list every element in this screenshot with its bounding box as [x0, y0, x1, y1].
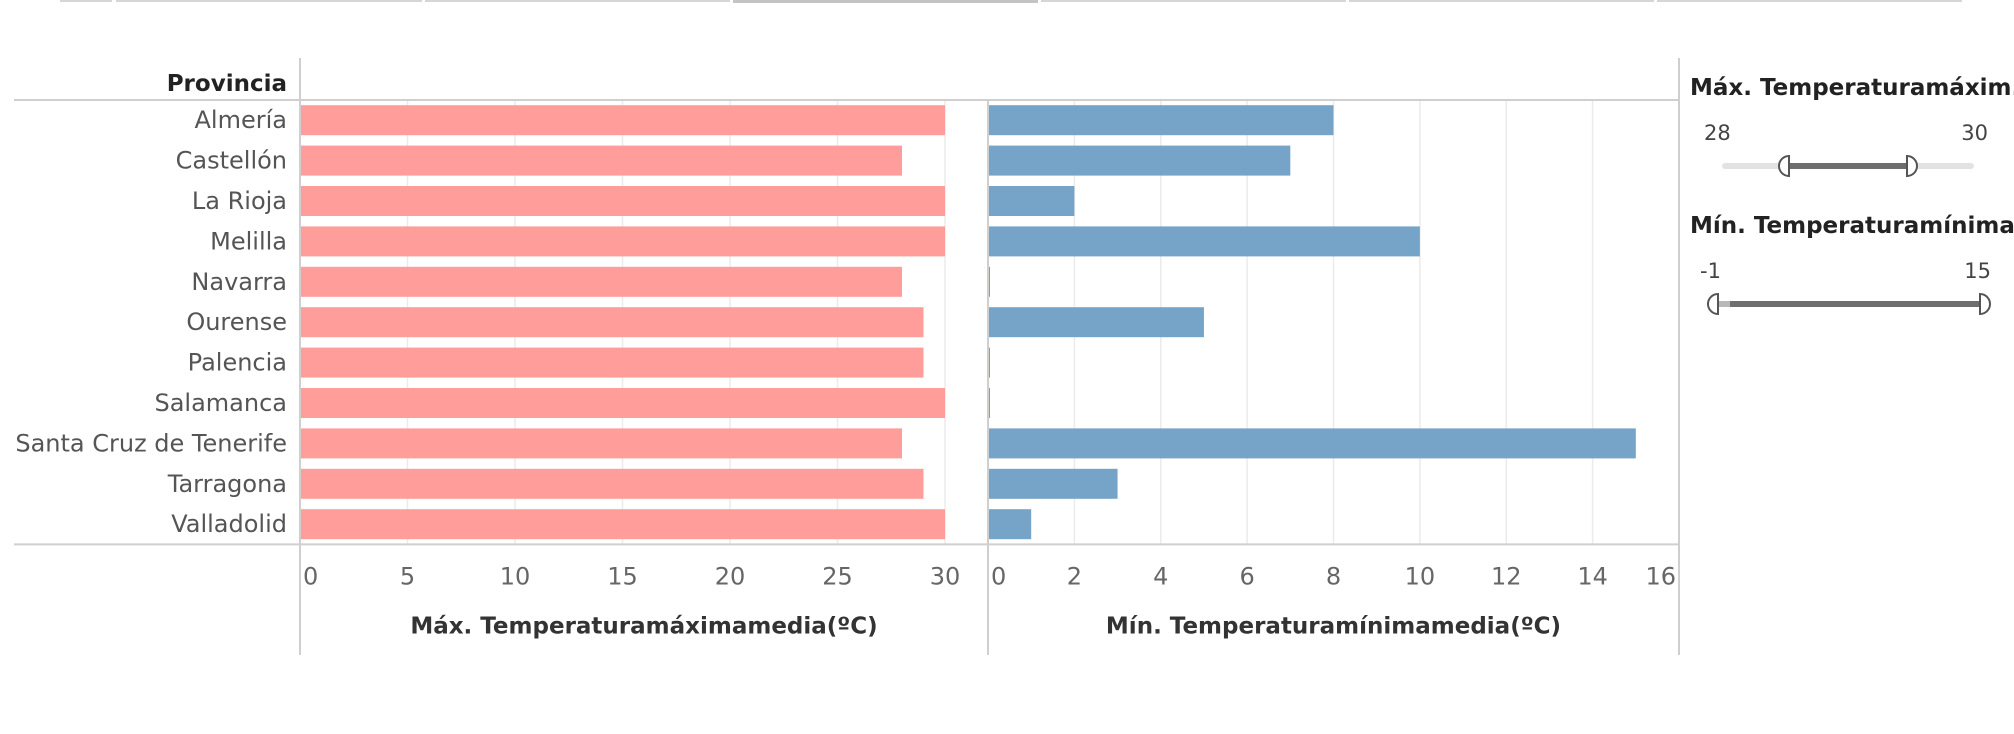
- bar-max-castellón[interactable]: [300, 145, 902, 176]
- row-labels: Almería Castellón La Rioja Melilla Navarra Ou…: [15, 106, 287, 538]
- tick-label: 16: [1645, 562, 1676, 590]
- row-label: Melilla: [210, 227, 287, 255]
- bar-min-ourense[interactable]: [988, 307, 1204, 338]
- slider-handle-max[interactable]: [1979, 292, 1991, 316]
- filter-min-value: 28: [1704, 121, 1731, 145]
- slider-range: [1785, 163, 1911, 169]
- tick-label: 0: [303, 562, 318, 590]
- bar-min-la-rioja[interactable]: [988, 186, 1075, 216]
- bar-max-ourense[interactable]: [300, 307, 924, 338]
- row-label: Ourense: [186, 308, 287, 336]
- row-label: Santa Cruz de Tenerife: [15, 429, 287, 457]
- slider-handle-max[interactable]: [1906, 154, 1918, 178]
- tick-label: 8: [1326, 562, 1341, 590]
- filter-min-value: -1: [1700, 259, 1721, 283]
- tick-label: 10: [1405, 562, 1436, 590]
- bar-max-la-rioja[interactable]: [300, 186, 945, 216]
- bar-max-palencia[interactable]: [300, 347, 924, 378]
- bar-max-salamanca[interactable]: [300, 388, 945, 418]
- bar-max-navarra[interactable]: [300, 266, 902, 297]
- tick-label: 5: [400, 562, 415, 590]
- bar-min-almería[interactable]: [988, 105, 1334, 136]
- bar-min-castellón[interactable]: [988, 145, 1291, 176]
- bar-max-valladolid[interactable]: [300, 509, 945, 540]
- row-label: Navarra: [191, 268, 287, 296]
- slider-track-edge: [1714, 301, 1730, 307]
- row-label: Tarragona: [167, 470, 287, 498]
- slider-handle-min[interactable]: [1778, 154, 1790, 178]
- row-header-provincia: Provincia: [167, 71, 287, 97]
- axis-title-min: Mín. Temperaturamínimamedia(ºC): [1106, 613, 1561, 639]
- tick-label: 12: [1491, 562, 1522, 590]
- row-label: Salamanca: [154, 389, 287, 417]
- filter-title: Mín. Temperaturamínima..: [1690, 213, 2014, 239]
- filter-title: Máx. Temperaturamáxim..: [1690, 75, 2014, 101]
- tick-label: 4: [1153, 562, 1168, 590]
- bars: [300, 105, 1636, 540]
- axis-title-max: Máx. Temperaturamáximamedia(ºC): [410, 613, 877, 639]
- slider-range: [1730, 301, 1984, 307]
- tick-label: 25: [822, 562, 853, 590]
- bar-max-tarragona[interactable]: [300, 468, 924, 499]
- tick-label: 0: [991, 562, 1006, 590]
- row-label: Valladolid: [171, 510, 287, 538]
- bar-min-valladolid[interactable]: [988, 509, 1032, 540]
- filter-max-value: 30: [1961, 121, 1988, 145]
- tick-label: 15: [607, 562, 638, 590]
- tick-label: 30: [930, 562, 961, 590]
- tick-label: 2: [1067, 562, 1082, 590]
- row-label: Almería: [195, 106, 287, 134]
- bar-max-almería[interactable]: [300, 105, 945, 136]
- row-label: La Rioja: [192, 187, 287, 215]
- tick-label: 14: [1577, 562, 1608, 590]
- top-tab-strip: [60, 0, 1962, 3]
- row-label: Castellón: [176, 147, 287, 175]
- row-label: Palencia: [188, 349, 287, 377]
- filter-panel: Máx. Temperaturamáxim.. 28 30 Mín. Temperat…: [1690, 75, 2014, 316]
- bar-min-tarragona[interactable]: [988, 468, 1118, 499]
- bar-min-melilla[interactable]: [988, 226, 1420, 257]
- tick-label: 20: [715, 562, 746, 590]
- tick-label: 10: [500, 562, 531, 590]
- bar-max-santa-cruz-de-tenerife[interactable]: [300, 428, 902, 459]
- slider-handle-min[interactable]: [1707, 292, 1719, 316]
- bar-min-santa-cruz-de-tenerife[interactable]: [988, 428, 1636, 459]
- bar-max-melilla[interactable]: [300, 226, 945, 257]
- filter-max-value: 15: [1964, 259, 1991, 283]
- tick-label: 6: [1239, 562, 1254, 590]
